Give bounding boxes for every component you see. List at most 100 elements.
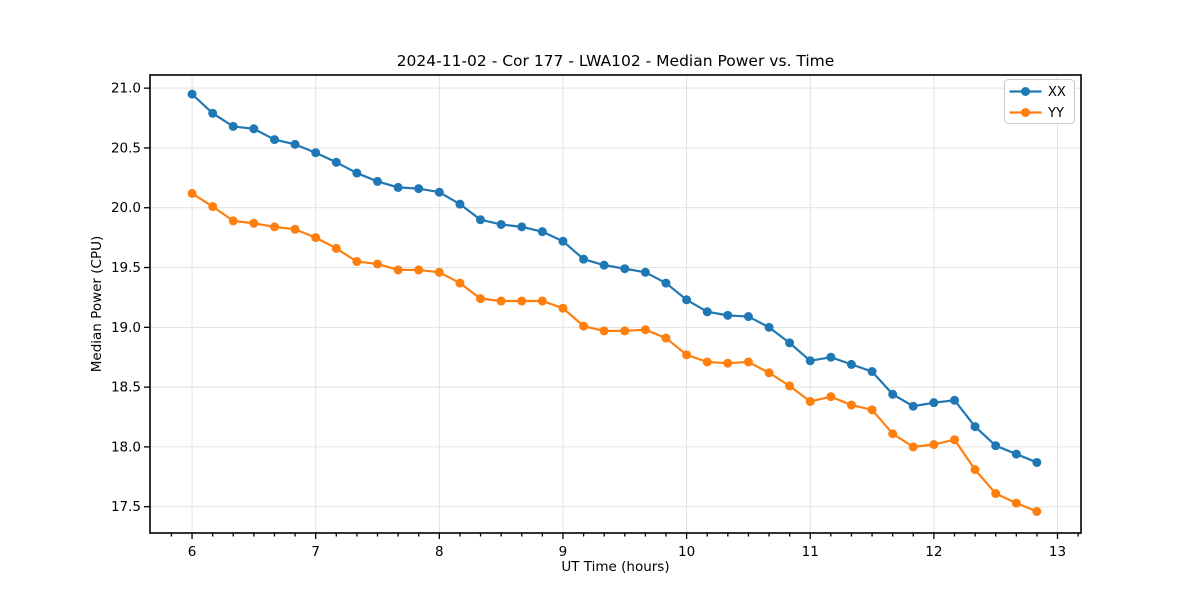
data-point-xx (929, 398, 939, 408)
data-point-xx (228, 121, 238, 131)
data-point-yy (805, 396, 815, 406)
data-point-yy (393, 265, 403, 275)
data-point-xx (682, 295, 692, 305)
data-point-yy (537, 296, 547, 306)
data-point-xx (950, 395, 960, 405)
x-tick-label: 8 (435, 544, 444, 560)
data-point-yy (496, 296, 506, 306)
data-point-yy (228, 216, 238, 226)
data-point-xx (249, 124, 259, 134)
data-point-xx (826, 352, 836, 362)
data-point-yy (970, 465, 980, 475)
data-point-yy (455, 278, 465, 288)
data-point-xx (352, 168, 362, 178)
data-point-yy (826, 392, 836, 402)
data-point-xx (414, 184, 424, 194)
x-tick-label: 7 (311, 544, 320, 560)
legend-label-xx: XX (1048, 85, 1066, 100)
data-point-yy (311, 233, 321, 243)
x-tick-label: 9 (559, 544, 568, 560)
data-point-yy (331, 243, 341, 253)
data-point-xx (764, 322, 774, 332)
data-point-yy (475, 294, 485, 304)
data-point-xx (558, 236, 568, 246)
data-point-xx (373, 176, 382, 186)
ticks (144, 87, 1079, 539)
legend-marker-yy-icon (1021, 108, 1030, 117)
data-point-xx (579, 254, 589, 264)
data-point-yy (991, 489, 1001, 499)
data-point-xx (867, 367, 877, 377)
axes-frame (149, 74, 1082, 534)
data-point-xx (805, 356, 815, 366)
data-point-xx (640, 267, 650, 277)
data-point-xx (743, 312, 753, 322)
data-point-xx (187, 89, 197, 99)
data-point-yy (270, 222, 279, 232)
data-point-xx (785, 338, 795, 348)
data-point-yy (517, 296, 527, 306)
data-point-xx (290, 139, 300, 149)
plot-area: 6 7 8 9 10 11 12 13 17.5 18.0 18.5 19.0 19.5 20.0 20.5… (111, 74, 1082, 560)
x-axis-label: UT Time (hours) (561, 559, 669, 575)
data-point-yy (558, 303, 568, 313)
data-point-yy (743, 357, 753, 367)
data-point-yy (352, 257, 362, 267)
x-tick-label: 12 (925, 544, 942, 560)
legend: XX YY (1004, 79, 1075, 124)
x-tick-label: 10 (678, 544, 695, 560)
y-axis-label: Median Power (CPU) (89, 236, 105, 372)
y-tick-label: 18.0 (111, 439, 141, 455)
data-point-yy (1011, 498, 1021, 508)
data-point-yy (888, 429, 898, 439)
data-point-xx (888, 389, 898, 399)
data-point-yy (599, 326, 609, 336)
data-point-yy (723, 358, 733, 368)
data-point-xx (496, 219, 506, 229)
data-point-xx (1011, 449, 1021, 459)
data-point-yy (187, 188, 197, 198)
data-point-yy (682, 350, 692, 360)
data-point-yy (414, 265, 424, 275)
series-xx (187, 89, 1042, 467)
y-tick-label: 21.0 (111, 81, 141, 97)
x-tick-label: 11 (802, 544, 819, 560)
data-point-xx (970, 422, 980, 432)
data-point-xx (846, 359, 856, 369)
data-point-yy (579, 321, 589, 331)
data-point-xx (991, 441, 1001, 451)
data-point-xx (723, 310, 733, 320)
data-point-yy (1032, 506, 1042, 516)
data-point-yy (950, 435, 960, 445)
data-point-yy (249, 218, 259, 228)
data-point-xx (434, 187, 444, 197)
legend-marker-xx-icon (1021, 87, 1030, 96)
data-point-yy (640, 325, 650, 335)
data-point-xx (455, 199, 465, 209)
data-point-xx (908, 401, 918, 411)
y-tick-label: 17.5 (111, 499, 141, 515)
data-point-xx (393, 182, 403, 192)
data-point-yy (867, 405, 877, 415)
y-tick-label: 19.0 (111, 320, 141, 336)
data-point-xx (517, 222, 527, 232)
data-point-yy (908, 442, 918, 452)
data-point-yy (764, 368, 774, 378)
data-point-xx (475, 215, 485, 225)
data-point-xx (331, 157, 341, 167)
tick-labels: 6 7 8 9 10 11 12 13 17.5 18.0 18.5 19.0 19.5 20.0 20.5… (111, 81, 1066, 560)
data-point-yy (846, 400, 856, 410)
x-tick-label: 6 (188, 544, 197, 560)
data-point-yy (785, 381, 795, 391)
data-point-yy (373, 259, 382, 269)
y-tick-label: 20.5 (111, 140, 141, 156)
data-point-xx (1032, 457, 1042, 467)
x-tick-label: 13 (1049, 544, 1066, 560)
data-point-xx (270, 135, 279, 145)
data-point-xx (599, 260, 609, 270)
legend-label-yy: YY (1047, 106, 1064, 121)
data-point-yy (434, 267, 444, 277)
data-point-xx (702, 307, 712, 317)
data-point-xx (620, 264, 630, 274)
